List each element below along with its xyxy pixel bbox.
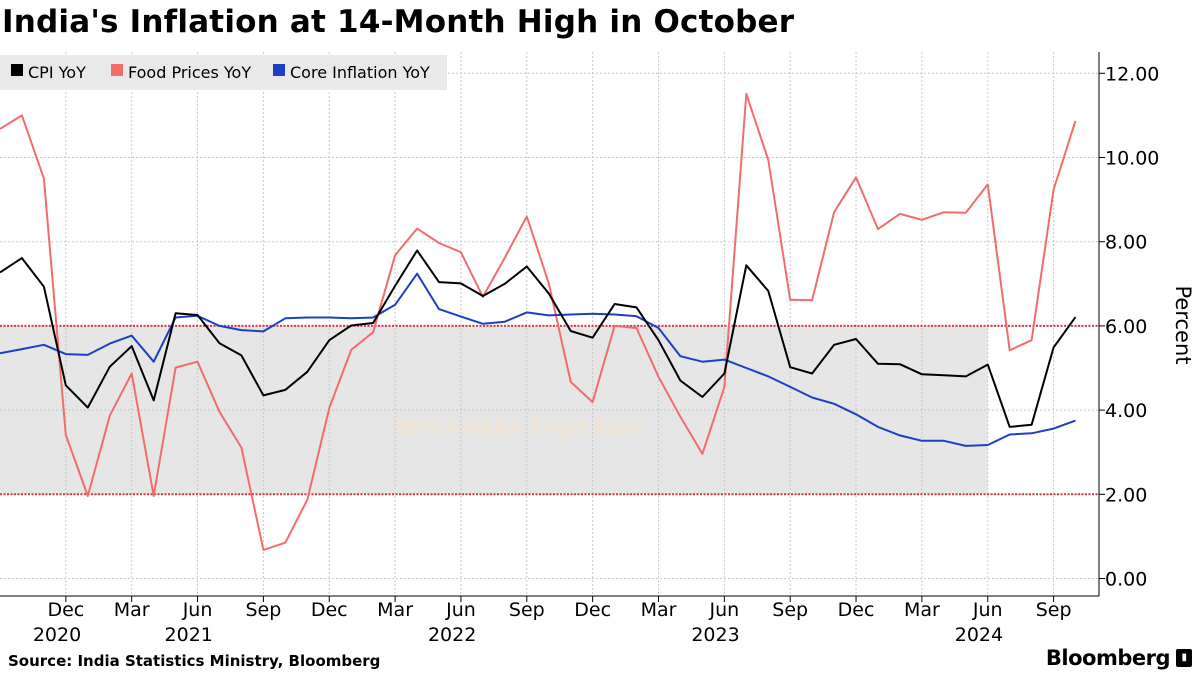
- y-tick-label: 8.00: [1105, 232, 1147, 254]
- x-tick-label: Dec: [838, 599, 875, 621]
- x-tick-label: Jun: [182, 599, 213, 621]
- legend: CPI YoY Food Prices YoY Core Inflation Y…: [0, 55, 447, 90]
- legend-background: [0, 55, 447, 90]
- x-tick-label: Mar: [114, 599, 150, 621]
- x-tick-label: Jun: [972, 599, 1003, 621]
- x-year-label: 2023: [691, 624, 739, 646]
- x-tick-label: Jun: [709, 599, 740, 621]
- y-tick-label: 12.00: [1105, 63, 1159, 85]
- x-tick-label: Dec: [311, 599, 348, 621]
- y-tick-label: 4.00: [1105, 400, 1147, 422]
- legend-label-core: Core Inflation YoY: [290, 63, 430, 82]
- legend-item-core: Core Inflation YoY: [273, 63, 430, 82]
- series-line-food: [0, 92, 1077, 551]
- x-tick-label: Mar: [641, 599, 677, 621]
- x-tick-label: Mar: [904, 599, 940, 621]
- legend-swatch-food: [111, 64, 123, 76]
- x-year-label: 2022: [428, 624, 476, 646]
- y-tick-label: 0.00: [1105, 569, 1147, 591]
- brand-name: Bloomberg: [1045, 646, 1171, 670]
- x-tick-label: Sep: [772, 599, 808, 621]
- bloomberg-logo-icon: ▮: [1176, 649, 1192, 667]
- source-note: Source: India Statistics Ministry, Bloom…: [8, 652, 381, 670]
- axes: 0.00 2.00 4.00 6.00 8.00 10.00 12.00 Dec 2020 Mar…: [0, 52, 1159, 646]
- x-year-label: 2024: [955, 624, 1003, 646]
- x-year-label: 2021: [165, 624, 213, 646]
- y-tick-label: 10.00: [1105, 148, 1159, 170]
- x-tick-label: Sep: [1036, 599, 1072, 621]
- x-tick-label: Dec: [47, 599, 84, 621]
- legend-label-food: Food Prices YoY: [128, 63, 251, 82]
- series-lines: [0, 92, 1077, 551]
- y-axis-label: Percent: [1171, 285, 1195, 364]
- x-tick-label: Jun: [445, 599, 476, 621]
- series-line-core: [0, 272, 1076, 447]
- legend-item-cpi: CPI YoY: [11, 63, 86, 82]
- series-line-cpi: [0, 249, 1077, 428]
- legend-swatch-core: [273, 64, 285, 76]
- x-year-label: 2020: [33, 624, 81, 646]
- legend-label-cpi: CPI YoY: [28, 63, 86, 82]
- legend-item-food: Food Prices YoY: [111, 63, 251, 82]
- x-tick-label: Dec: [574, 599, 611, 621]
- x-tick-label: Sep: [509, 599, 545, 621]
- y-tick-label: 6.00: [1105, 316, 1147, 338]
- chart-title: India's Inflation at 14-Month High in Oc…: [2, 4, 795, 40]
- x-tick-label: Sep: [245, 599, 281, 621]
- y-tick-label: 2.00: [1105, 484, 1147, 506]
- bloomberg-brand: Bloomberg ▮: [1046, 646, 1192, 670]
- legend-swatch-cpi: [11, 64, 23, 76]
- x-tick-label: Mar: [377, 599, 413, 621]
- target-band-label: RBI's Inflation Target Band: [392, 416, 642, 438]
- gridlines: [0, 52, 1099, 596]
